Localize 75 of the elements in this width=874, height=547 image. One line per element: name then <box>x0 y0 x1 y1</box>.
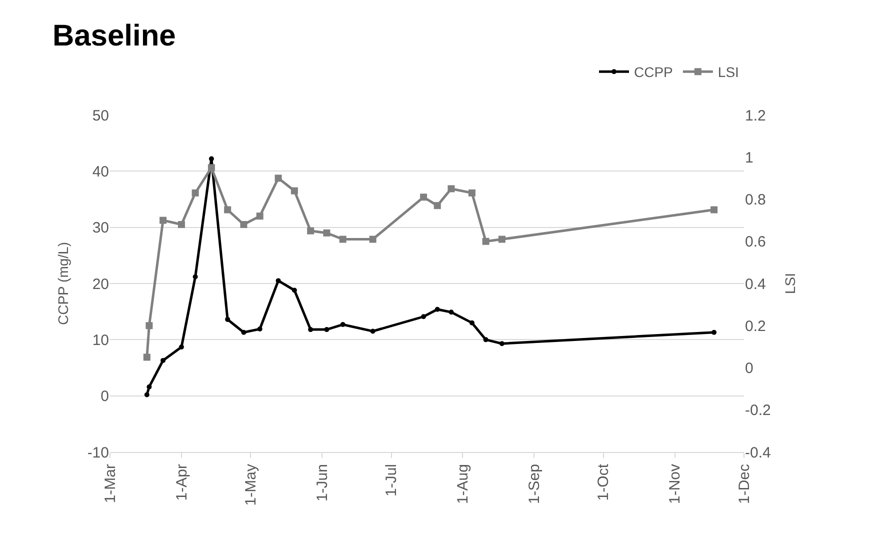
point <box>307 227 314 234</box>
point <box>323 229 330 236</box>
chart-title: Baseline <box>52 20 176 53</box>
x-tick-label: 1-May <box>242 464 260 506</box>
point <box>448 310 454 315</box>
y2-tick-label: -0.2 <box>745 402 771 420</box>
point <box>710 206 718 214</box>
x-tick-label: 1-Jun <box>314 464 331 502</box>
y-tick-label: 10 <box>92 332 109 349</box>
point <box>308 327 314 332</box>
point <box>469 320 474 326</box>
point <box>434 306 440 312</box>
y-axis-title: CCPP (mg/L) <box>54 242 71 325</box>
y2-tick-label: 1 <box>745 149 754 166</box>
point <box>370 328 376 334</box>
x-tick-label: 1-Apr <box>173 464 190 501</box>
point <box>292 288 297 293</box>
y2-tick-label: 0.4 <box>745 276 766 293</box>
point <box>434 202 441 210</box>
point <box>468 189 476 196</box>
y2-tick-label: 1.2 <box>745 107 766 124</box>
legend-label: LSI <box>718 64 739 80</box>
point <box>483 337 488 342</box>
x-tick-label: 1-Jul <box>383 464 400 497</box>
point <box>241 330 246 335</box>
point <box>421 314 426 320</box>
point <box>160 358 166 363</box>
point <box>146 322 153 330</box>
point <box>144 392 150 398</box>
point <box>482 238 490 245</box>
point <box>420 194 428 201</box>
x-tick-label: 1-Nov <box>666 464 684 504</box>
y2-tick-label: -0.4 <box>745 444 771 462</box>
point <box>499 341 504 346</box>
x-tick-label: 1-Oct <box>595 463 612 501</box>
point <box>225 316 230 322</box>
point <box>276 278 281 284</box>
point <box>257 326 262 332</box>
point <box>192 189 199 196</box>
point <box>224 206 232 214</box>
point <box>256 212 264 220</box>
y2-tick-label: 0.6 <box>745 234 766 251</box>
point <box>369 236 376 243</box>
point <box>339 236 346 243</box>
point <box>192 274 198 280</box>
y-tick-label: 40 <box>92 163 109 180</box>
y2-tick-label: 0 <box>745 360 754 377</box>
point <box>208 156 214 162</box>
y2-tick-label: 0.2 <box>745 318 766 335</box>
point <box>290 187 298 194</box>
point <box>340 322 346 327</box>
point <box>498 236 506 243</box>
y2-axis-title: LSI <box>782 272 798 294</box>
point <box>178 221 185 228</box>
y2-tick-label: 0.8 <box>745 192 766 208</box>
y-tick-label: 30 <box>92 220 109 237</box>
x-tick-label: 1-Sep <box>526 464 544 504</box>
x-tick-label: 1-Dec <box>736 464 753 504</box>
y-tick-label: 20 <box>92 276 109 293</box>
point <box>208 164 215 172</box>
point <box>324 327 330 332</box>
point <box>240 221 248 228</box>
point <box>274 174 282 182</box>
y-tick-label: -10 <box>87 444 109 462</box>
x-tick-label: 1-Mar <box>102 464 119 504</box>
point <box>178 344 184 350</box>
point <box>146 384 152 390</box>
point <box>143 354 150 361</box>
y-tick-label: 50 <box>92 107 109 124</box>
y-tick-label: 0 <box>100 388 109 406</box>
point <box>448 185 455 192</box>
x-tick-label: 1-Aug <box>454 464 472 504</box>
legend-label: CCPP <box>634 64 673 80</box>
point <box>712 330 717 335</box>
point <box>160 216 167 224</box>
